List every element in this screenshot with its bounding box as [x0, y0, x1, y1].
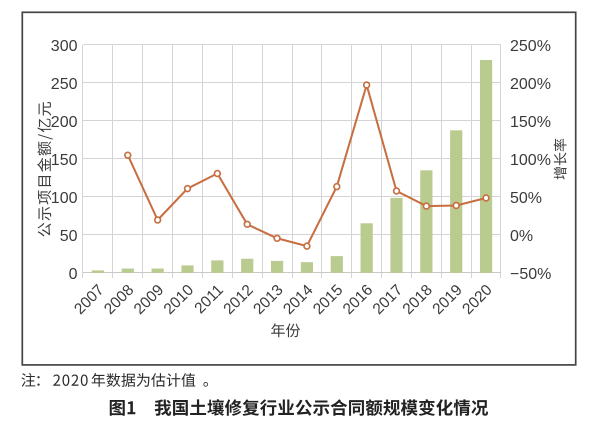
svg-text:0: 0	[69, 266, 78, 283]
svg-text:200%: 200%	[510, 76, 551, 93]
svg-text:−50%: −50%	[510, 266, 551, 283]
svg-text:100%: 100%	[510, 152, 551, 169]
svg-text:150%: 150%	[510, 114, 551, 131]
svg-text:0%: 0%	[510, 228, 533, 245]
svg-text:150: 150	[51, 152, 78, 169]
svg-text:50%: 50%	[510, 190, 542, 207]
svg-text:200: 200	[51, 114, 78, 131]
svg-text:250: 250	[51, 76, 78, 93]
svg-text:250%: 250%	[510, 38, 551, 55]
svg-text:100: 100	[51, 190, 78, 207]
svg-text:50: 50	[60, 228, 78, 245]
svg-text:300: 300	[51, 38, 78, 55]
